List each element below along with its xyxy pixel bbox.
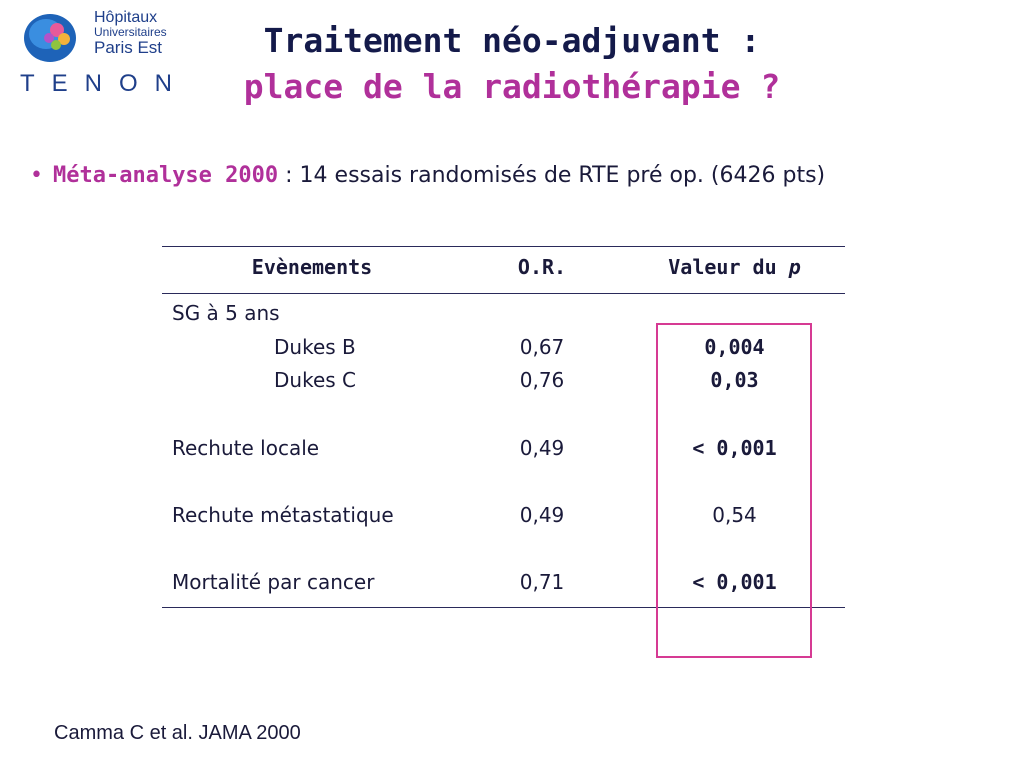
row-or-dukes-c: 0,76 bbox=[519, 368, 565, 392]
header-p-italic: p bbox=[788, 255, 801, 279]
header-p-value: Valeur du p bbox=[642, 255, 827, 279]
row-p-dukes-c: 0,03 bbox=[710, 368, 759, 392]
logo-text: Hôpitaux Universitaires Paris Est bbox=[94, 9, 167, 57]
logo-emblem-icon bbox=[24, 14, 76, 62]
row-label-dukes-c: Dukes C bbox=[274, 368, 356, 392]
row-label-cancer-mortality: Mortalité par cancer bbox=[172, 570, 375, 594]
p-value-highlight-box bbox=[656, 323, 812, 658]
header-or: O.R. bbox=[517, 255, 567, 279]
bullet-text: : 14 essais randomisés de RTE pré op. (6… bbox=[278, 163, 826, 188]
title-line-2: place de la radiothérapie ? bbox=[243, 67, 781, 106]
bullet-highlight: Méta-analyse 2000 bbox=[52, 163, 279, 188]
slide-title: Traitement néo-adjuvant : place de la ra… bbox=[200, 18, 824, 110]
header-events: Evènements bbox=[251, 255, 373, 279]
row-or-metastatic-relapse: 0,49 bbox=[519, 503, 565, 527]
row-label-sg: SG à 5 ans bbox=[172, 301, 280, 325]
row-p-metastatic-relapse: 0,54 bbox=[712, 503, 757, 527]
logo-line-2: Universitaires bbox=[94, 25, 167, 39]
row-label-metastatic-relapse: Rechute métastatique bbox=[172, 503, 394, 527]
bullet-point: • Méta-analyse 2000 : 14 essais randomisé… bbox=[30, 163, 825, 188]
row-p-cancer-mortality: < 0,001 bbox=[692, 570, 777, 594]
hospital-logo: Hôpitaux Universitaires Paris Est TENON bbox=[18, 8, 193, 98]
row-label-local-relapse: Rechute locale bbox=[172, 436, 320, 460]
logo-line-1: Hôpitaux bbox=[94, 9, 158, 26]
row-p-local-relapse: < 0,001 bbox=[692, 436, 777, 460]
results-table: Evènements O.R. Valeur du p SG à 5 ans D… bbox=[162, 246, 845, 608]
header-divider bbox=[162, 293, 845, 294]
header-p-prefix: Valeur du bbox=[668, 255, 789, 279]
row-or-cancer-mortality: 0,71 bbox=[519, 570, 565, 594]
row-or-local-relapse: 0,49 bbox=[519, 436, 565, 460]
row-p-dukes-b: 0,004 bbox=[704, 335, 765, 359]
bullet-mark: • bbox=[30, 163, 43, 188]
logo-tenon: TENON bbox=[20, 70, 189, 97]
title-line-1: Traitement néo-adjuvant : bbox=[263, 21, 761, 60]
reference: Camma C et al. JAMA 2000 bbox=[54, 722, 301, 744]
logo-line-3: Paris Est bbox=[94, 38, 163, 57]
row-or-dukes-b: 0,67 bbox=[519, 335, 565, 359]
row-label-dukes-b: Dukes B bbox=[274, 335, 356, 359]
